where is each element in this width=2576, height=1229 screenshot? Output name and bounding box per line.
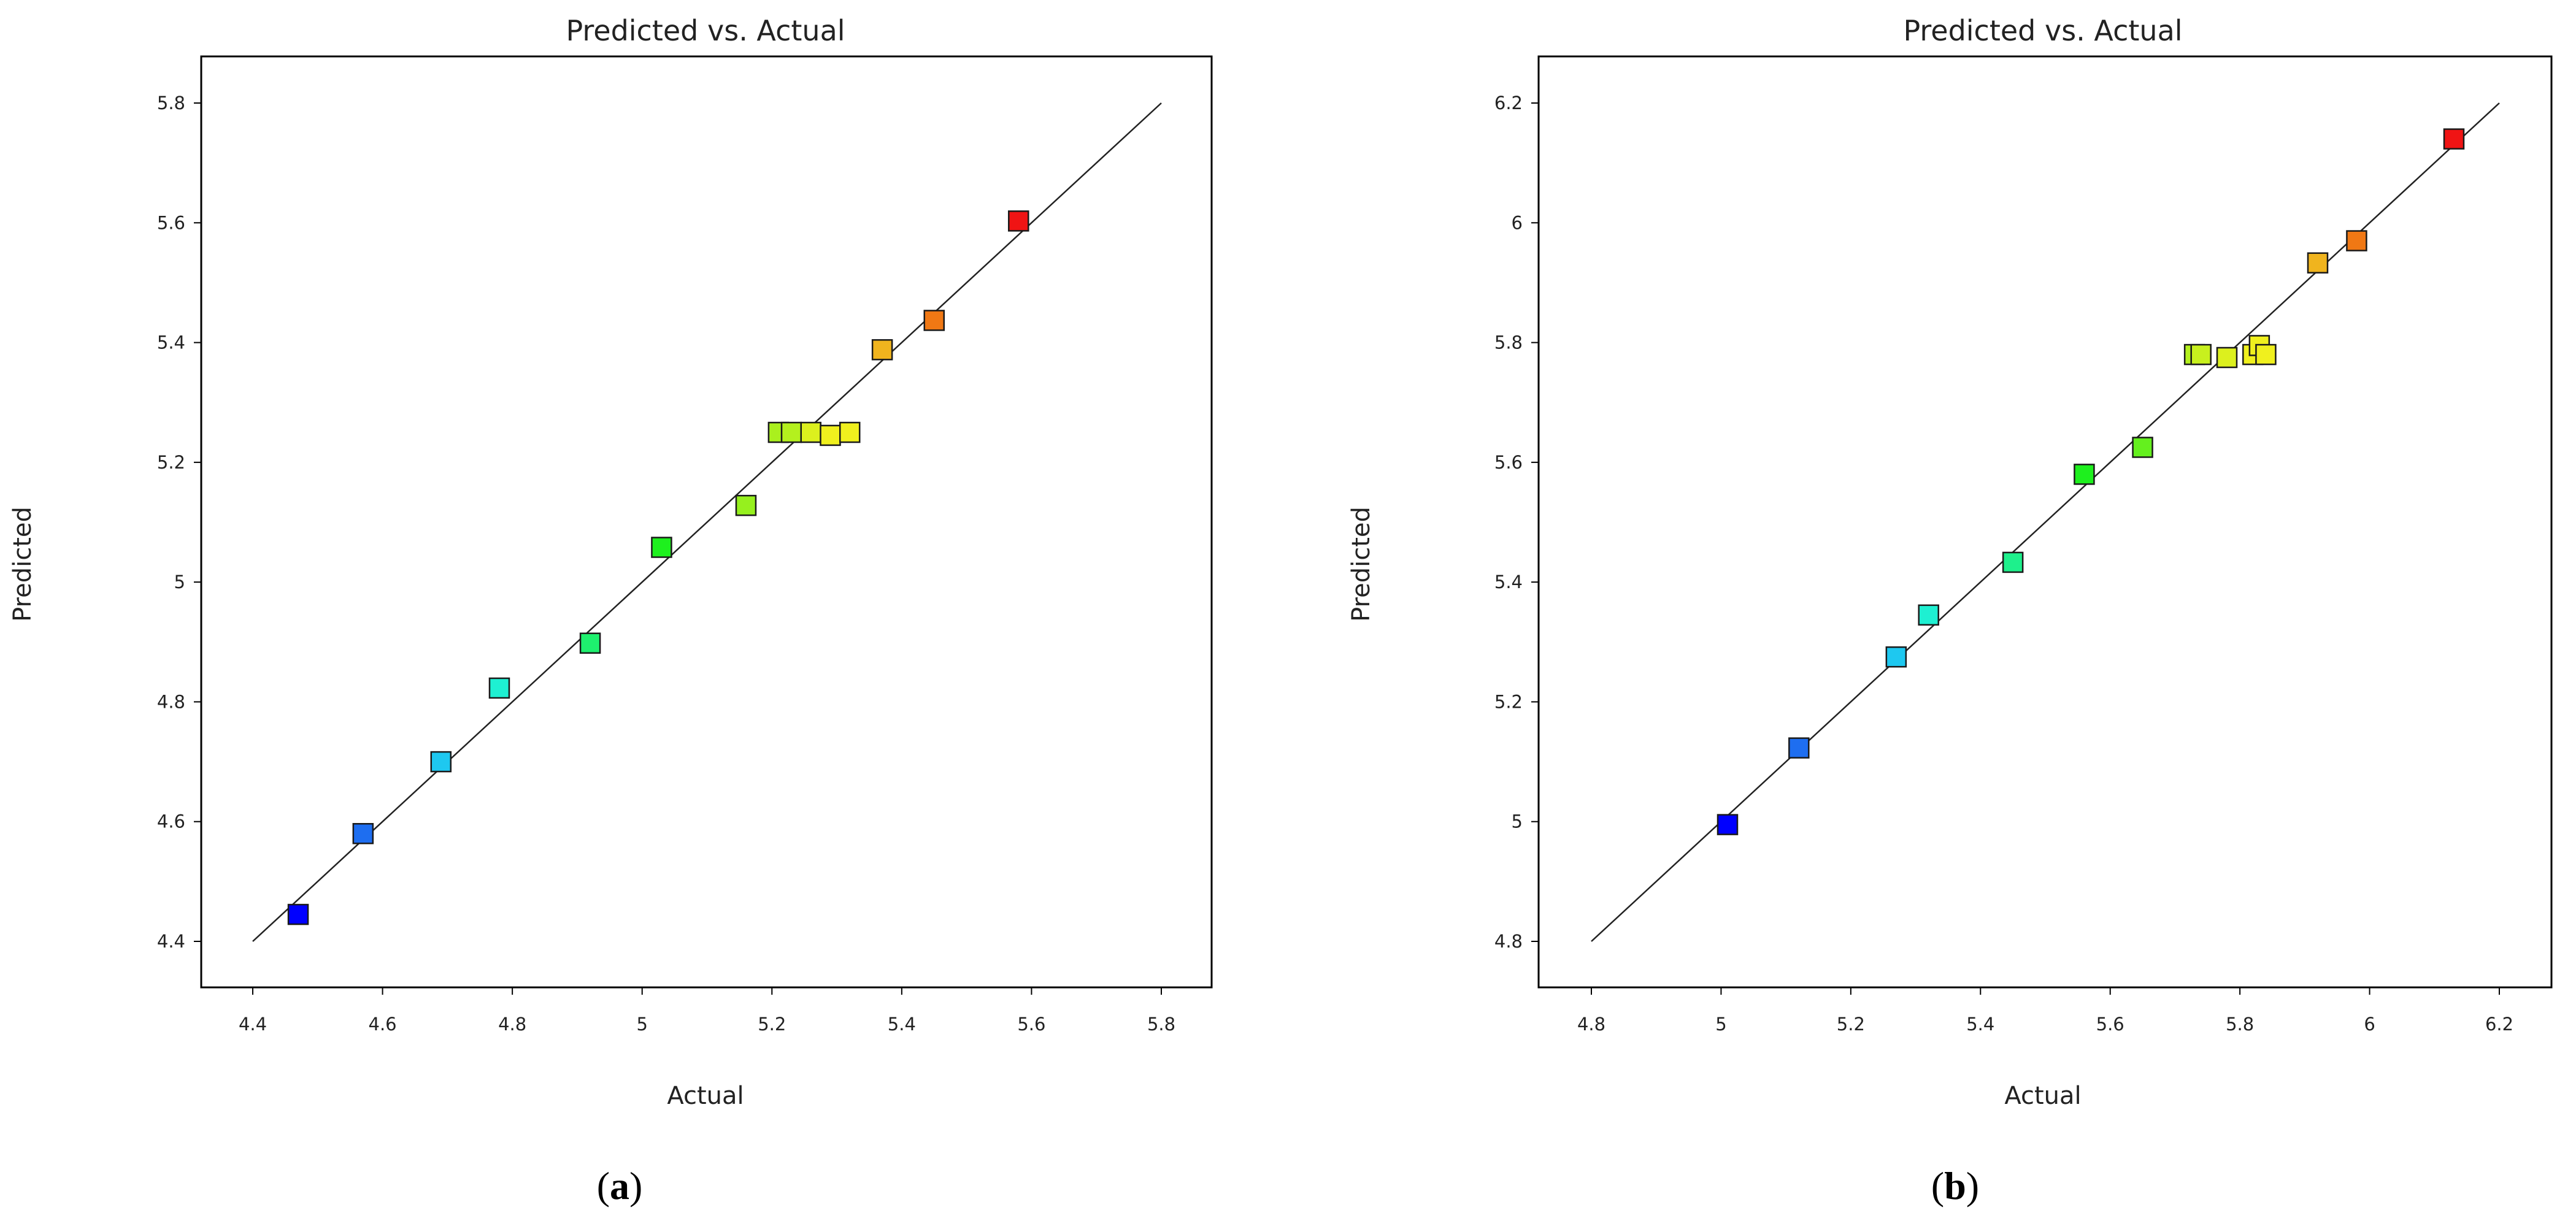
caption-open-paren: (	[1931, 1164, 1944, 1208]
y-tick-label: 5	[1512, 811, 1523, 832]
data-point	[1717, 814, 1739, 835]
x-tick-label: 5.4	[888, 1014, 916, 1035]
y-tick-label: 5.8	[157, 93, 185, 113]
x-tick-label: 4.8	[1577, 1014, 1605, 1035]
y-tick-label: 5.4	[1494, 572, 1523, 592]
y-axis-label: Predicted	[1347, 507, 1375, 622]
y-tick-label: 5.4	[157, 332, 185, 353]
x-axis-label: Actual	[667, 1082, 744, 1110]
data-point	[1885, 646, 1907, 668]
panel-caption: (b)	[1931, 1164, 1979, 1208]
x-tick-label: 5	[1715, 1014, 1726, 1035]
data-point	[2074, 464, 2095, 485]
plot-frame	[200, 55, 1213, 989]
data-point	[2190, 343, 2212, 366]
caption-close-paren: )	[1966, 1164, 1979, 1208]
y-tick-label: 4.4	[157, 931, 185, 952]
x-tick-label: 4.4	[239, 1014, 267, 1035]
data-point	[923, 310, 945, 331]
data-point	[2216, 346, 2238, 369]
caption-open-paren: (	[597, 1164, 610, 1208]
data-point	[735, 494, 757, 516]
data-point	[800, 421, 822, 443]
x-axis-label: Actual	[2004, 1082, 2081, 1110]
data-point	[2307, 252, 2329, 274]
x-tick-label: 5.2	[758, 1014, 786, 1035]
x-tick-label: 5.6	[1017, 1014, 1045, 1035]
x-tick-label: 5.2	[1837, 1014, 1865, 1035]
y-tick-label: 5.2	[157, 452, 185, 473]
reference-line	[252, 102, 1162, 942]
x-tick-label: 5.4	[1966, 1014, 1994, 1035]
y-tick-label: 5	[174, 572, 185, 592]
data-point	[1788, 737, 1810, 759]
plot-frame	[1537, 55, 2553, 989]
x-tick-label: 5.8	[2226, 1014, 2254, 1035]
data-point	[2443, 128, 2465, 150]
chart-panel-a: Predicted vs. Actual 4.4 4.6 4.8 5 5.2 5.4 5.6 5…	[9, 14, 1213, 1208]
caption-letter: a	[610, 1164, 629, 1208]
x-tick-label: 5.6	[2096, 1014, 2124, 1035]
data-point	[1918, 604, 1939, 626]
y-tick-label: 4.6	[157, 811, 185, 832]
data-point	[2002, 551, 2024, 573]
data-point	[2132, 437, 2153, 458]
data-point	[780, 421, 802, 443]
chart-title: Predicted vs. Actual	[1903, 14, 2182, 47]
data-point	[1008, 210, 1029, 232]
y-tick-label: 6	[1512, 212, 1523, 233]
data-point	[352, 822, 374, 844]
caption-letter: b	[1944, 1164, 1966, 1208]
data-point	[820, 424, 841, 446]
chart-panel-b: Predicted vs. Actual 4.8 5 5.2 5.4 5.6 5.8 6 6.2…	[1347, 14, 2553, 1208]
y-tick-label: 5.6	[157, 212, 185, 233]
x-tick-label: 4.6	[369, 1014, 397, 1035]
y-tick-label: 5.2	[1494, 691, 1523, 712]
data-point	[579, 632, 601, 654]
data-point	[287, 903, 309, 925]
y-tick-label: 5.6	[1494, 452, 1523, 473]
data-point	[488, 677, 510, 699]
data-point	[871, 339, 893, 361]
x-tick-label: 5.8	[1147, 1014, 1175, 1035]
y-axis-label: Predicted	[9, 507, 37, 622]
y-tick-label: 4.8	[157, 691, 185, 712]
data-point	[2346, 230, 2367, 251]
y-tick-label: 4.8	[1494, 931, 1523, 952]
chart-title: Predicted vs. Actual	[566, 14, 845, 47]
caption-close-paren: )	[629, 1164, 642, 1208]
x-tick-label: 6	[2364, 1014, 2375, 1035]
data-point	[2255, 343, 2277, 366]
x-tick-label: 5	[636, 1014, 647, 1035]
data-point	[430, 751, 452, 773]
x-tick-label: 6.2	[2485, 1014, 2513, 1035]
y-tick-label: 5.8	[1494, 332, 1523, 353]
y-tick-label: 6.2	[1494, 93, 1523, 113]
data-point	[651, 537, 672, 558]
x-tick-label: 4.8	[498, 1014, 526, 1035]
data-point	[839, 421, 861, 443]
panel-caption: (a)	[597, 1164, 643, 1208]
